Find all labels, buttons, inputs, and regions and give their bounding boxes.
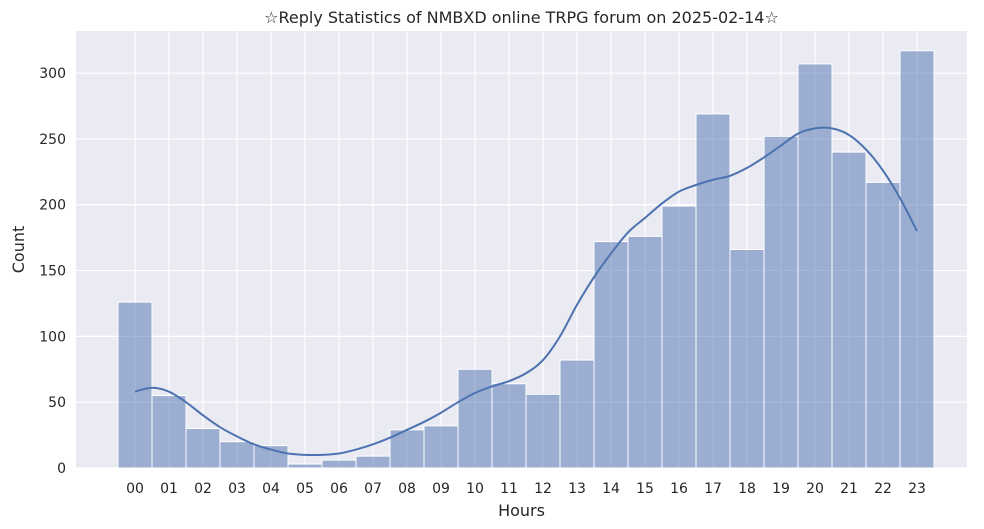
bar-hour-13 <box>559 359 595 469</box>
x-tick-label: 21 <box>840 481 858 497</box>
x-tick-label: 11 <box>500 481 518 497</box>
y-tick-label: 300 <box>39 66 66 82</box>
y-axis-title: Count <box>9 226 28 274</box>
y-tick-label: 0 <box>57 461 66 477</box>
bar-hour-02 <box>185 428 221 469</box>
bar-hour-09 <box>423 425 459 469</box>
x-tick-label: 18 <box>738 481 756 497</box>
x-tick-label: 08 <box>398 481 416 497</box>
x-tick-label: 00 <box>126 481 144 497</box>
bar-hour-01 <box>151 395 187 469</box>
x-tick-label: 23 <box>908 481 926 497</box>
x-tick-label: 15 <box>636 481 654 497</box>
kde-curve <box>134 126 918 457</box>
y-tick-label: 150 <box>39 264 66 280</box>
x-tick-label: 10 <box>466 481 484 497</box>
x-tick-label: 04 <box>262 481 280 497</box>
bar-hour-06 <box>321 459 357 469</box>
bar-hour-23 <box>899 50 935 469</box>
bar-hour-18 <box>729 249 765 469</box>
bar-hour-17 <box>695 113 731 469</box>
bar-hour-14 <box>593 241 629 469</box>
bar-hour-05 <box>287 463 323 469</box>
bar-hour-00 <box>117 301 153 469</box>
x-tick-label: 13 <box>568 481 586 497</box>
bar-hour-07 <box>355 455 391 469</box>
y-tick-label: 100 <box>39 329 66 345</box>
x-tick-label: 20 <box>806 481 824 497</box>
x-tick-label: 06 <box>330 481 348 497</box>
bar-hour-20 <box>797 63 833 469</box>
bar-hour-11 <box>491 383 527 469</box>
x-tick-label: 05 <box>296 481 314 497</box>
bar-hour-21 <box>831 151 867 469</box>
y-tick-label: 200 <box>39 198 66 214</box>
x-tick-label: 12 <box>534 481 552 497</box>
y-tick-label: 50 <box>48 395 66 411</box>
x-tick-label: 22 <box>874 481 892 497</box>
bar-hour-10 <box>457 368 493 469</box>
x-tick-label: 19 <box>772 481 790 497</box>
bar-hour-22 <box>865 181 901 469</box>
x-tick-label: 14 <box>602 481 620 497</box>
x-tick-labels: 00 01 02 03 04 05 06 07 08 09 10 11 12 13 14 15 16 17 18 19… <box>126 481 926 497</box>
bars <box>117 50 935 469</box>
x-tick-label: 03 <box>228 481 246 497</box>
x-tick-label: 17 <box>704 481 722 497</box>
bar-hour-16 <box>661 205 697 469</box>
chart-title: ☆Reply Statistics of NMBXD online TRPG f… <box>264 8 779 27</box>
bar-hour-19 <box>763 135 799 469</box>
y-tick-label: 250 <box>39 132 66 148</box>
bar-hour-15 <box>627 235 663 469</box>
y-tick-labels: 0 50 100 150 200 250 300 <box>39 66 66 477</box>
x-tick-label: 01 <box>160 481 178 497</box>
x-tick-label: 02 <box>194 481 212 497</box>
bar-hour-12 <box>525 393 561 469</box>
x-axis-title: Hours <box>498 501 545 520</box>
x-tick-label: 16 <box>670 481 688 497</box>
x-tick-label: 07 <box>364 481 382 497</box>
x-tick-label: 09 <box>432 481 450 497</box>
bar-hour-03 <box>219 441 255 469</box>
